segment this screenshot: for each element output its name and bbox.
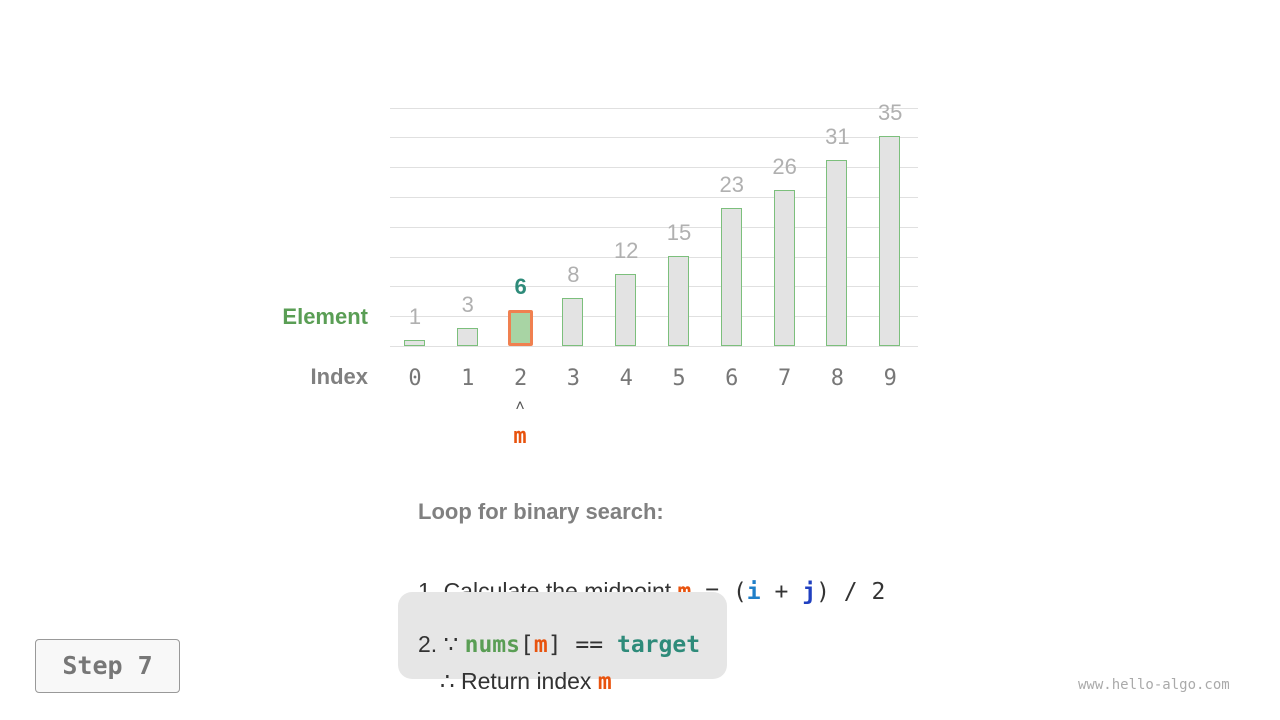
index-value: 2 xyxy=(513,366,528,391)
index-value: 8 xyxy=(830,366,845,391)
step-2-prefix: 2. ∵ xyxy=(418,631,465,657)
gridline xyxy=(390,256,918,258)
index-value: 3 xyxy=(566,366,581,391)
eqeq: == xyxy=(561,632,617,658)
j-var: j xyxy=(802,579,817,605)
element-value: 3 xyxy=(461,292,474,317)
rbracket: ] xyxy=(547,632,562,658)
array-bar xyxy=(668,256,689,346)
gridline xyxy=(390,107,918,109)
index-label: Index xyxy=(310,364,368,389)
index-value: 0 xyxy=(408,366,422,391)
step-button[interactable]: Step 7 xyxy=(35,639,180,693)
element-value: 6 xyxy=(514,274,527,299)
array-bar xyxy=(720,208,742,346)
element-value: 35 xyxy=(877,100,903,125)
element-value: 15 xyxy=(666,220,692,245)
gridline xyxy=(390,167,918,169)
watermark: www.hello-algo.com xyxy=(1078,677,1230,693)
array-bar xyxy=(508,310,534,346)
element-label: Element xyxy=(282,304,368,329)
array-bar xyxy=(615,274,637,346)
index-value: 4 xyxy=(619,366,633,391)
pointer-m-label: m xyxy=(513,424,527,449)
index-value: 6 xyxy=(725,366,739,391)
step-2-conclusion: ∴ Return index m xyxy=(440,641,612,695)
index-value: 1 xyxy=(461,366,475,391)
m-var: m xyxy=(597,669,612,695)
index-value: 5 xyxy=(672,366,686,391)
target-var: target xyxy=(616,632,701,658)
gridline xyxy=(390,226,918,228)
rest: ) / 2 xyxy=(816,579,886,605)
array-bar xyxy=(562,298,584,346)
lbracket: [ xyxy=(520,632,534,658)
plus: + xyxy=(760,579,803,605)
m-var: m xyxy=(533,632,548,658)
gridline xyxy=(390,197,918,198)
array-bar xyxy=(826,160,848,346)
i-var: i xyxy=(746,579,761,605)
gridline xyxy=(390,286,918,288)
element-value: 1 xyxy=(408,304,422,329)
steps-title: Loop for binary search: xyxy=(418,499,664,524)
gridline xyxy=(390,346,918,347)
array-bar xyxy=(773,190,795,346)
element-value: 31 xyxy=(825,124,850,149)
element-value: 26 xyxy=(772,154,797,179)
array-bar xyxy=(456,328,478,346)
gridline xyxy=(390,316,918,318)
element-value: 23 xyxy=(719,172,745,197)
nums-var: nums xyxy=(464,632,520,658)
gridline xyxy=(390,137,918,139)
conclusion-text: ∴ Return index xyxy=(440,668,598,694)
array-bar xyxy=(404,340,425,346)
pointer-arrow: ˄ xyxy=(515,396,525,415)
element-value: 12 xyxy=(613,238,639,263)
index-value: 7 xyxy=(777,366,792,391)
element-value: 8 xyxy=(567,262,580,287)
step-2-highlight-box xyxy=(398,592,727,679)
array-bar xyxy=(879,136,901,346)
index-value: 9 xyxy=(883,366,897,391)
step-2: 2. ∵ nums[m] == target xyxy=(418,604,700,658)
